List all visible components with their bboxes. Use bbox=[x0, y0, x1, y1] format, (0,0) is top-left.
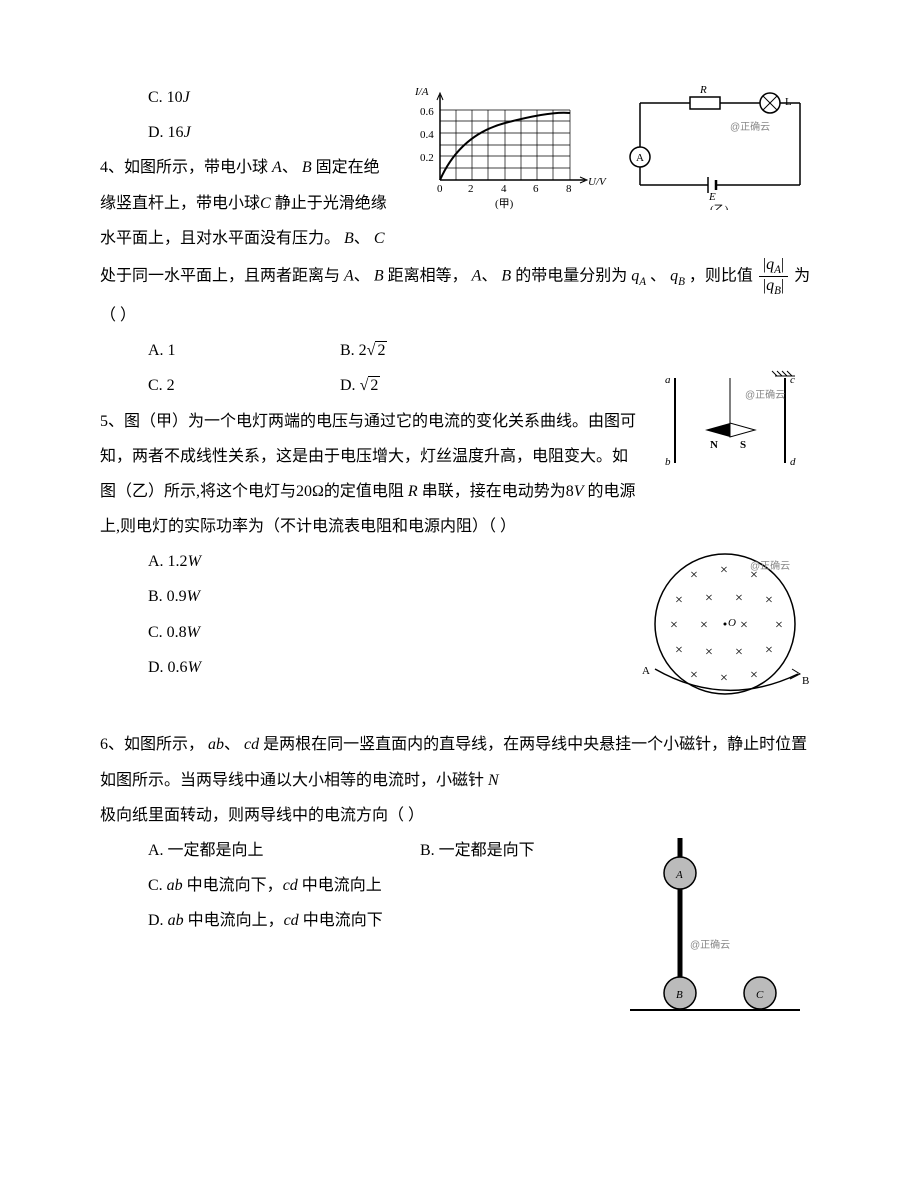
q6-options-row1: A. 一定都是向上 B. 一定都是向下 bbox=[100, 833, 620, 868]
svg-text:L: L bbox=[785, 96, 792, 108]
svg-text:C: C bbox=[756, 989, 764, 1001]
figure-circle-field: ××× ×××× ×××× ×××× ××× O A B @正确云 bbox=[630, 544, 820, 727]
svg-text:×: × bbox=[670, 618, 678, 633]
circuit-caption: (乙) bbox=[710, 203, 729, 210]
svg-text:B: B bbox=[676, 989, 683, 1001]
svg-text:4: 4 bbox=[501, 183, 507, 195]
svg-text:A: A bbox=[636, 152, 644, 164]
svg-text:×: × bbox=[735, 645, 743, 660]
svg-text:b: b bbox=[665, 456, 671, 468]
svg-text:×: × bbox=[765, 643, 773, 658]
svg-text:@正确云: @正确云 bbox=[745, 388, 785, 401]
svg-text:×: × bbox=[720, 671, 728, 686]
svg-text:d: d bbox=[790, 456, 796, 468]
svg-text:×: × bbox=[775, 618, 783, 633]
graph-ylabel: I/A bbox=[414, 86, 429, 98]
svg-text:@正确云: @正确云 bbox=[750, 559, 790, 572]
q4-option-d: D. √2 bbox=[340, 368, 532, 403]
svg-text:6: 6 bbox=[533, 183, 539, 195]
svg-text:2: 2 bbox=[468, 183, 474, 195]
svg-text:0.4: 0.4 bbox=[420, 129, 434, 141]
svg-text:×: × bbox=[675, 593, 683, 608]
svg-text:×: × bbox=[720, 563, 728, 578]
svg-text:0: 0 bbox=[437, 183, 443, 195]
svg-text:×: × bbox=[675, 643, 683, 658]
svg-text:×: × bbox=[705, 591, 713, 606]
svg-text:S: S bbox=[740, 439, 746, 451]
svg-text:8: 8 bbox=[566, 183, 572, 195]
svg-text:a: a bbox=[665, 374, 671, 386]
graph-caption: (甲) bbox=[495, 198, 514, 210]
svg-text:E: E bbox=[708, 191, 716, 203]
svg-text:×: × bbox=[690, 568, 698, 583]
q6-option-a: A. 一定都是向上 bbox=[148, 833, 420, 868]
graph-xlabel: U/V bbox=[588, 176, 607, 188]
q4-option-a: A. 1 bbox=[148, 333, 340, 368]
fraction-qa-over-qb: |qA| |qB| bbox=[759, 256, 788, 298]
svg-text:N: N bbox=[710, 439, 718, 451]
svg-text:×: × bbox=[740, 618, 748, 633]
q4-option-b: B. 2√2 bbox=[340, 333, 532, 368]
svg-text:B: B bbox=[802, 675, 809, 687]
svg-text:O: O bbox=[728, 617, 736, 629]
svg-text:0.6: 0.6 bbox=[420, 106, 434, 118]
svg-text:@正确云: @正确云 bbox=[730, 120, 770, 133]
q4-option-c: C. 2 bbox=[148, 368, 340, 403]
figure-q5-graph-circuit: I/A 0.6 0.4 0.2 0 2 4 6 8 U/V (甲) R L bbox=[400, 80, 820, 223]
svg-text:A: A bbox=[675, 869, 683, 881]
svg-text:R: R bbox=[699, 84, 707, 96]
svg-text:×: × bbox=[750, 668, 758, 683]
svg-text:A: A bbox=[642, 665, 650, 677]
q4-options-row2: C. 2 D. √2 bbox=[100, 368, 640, 403]
svg-text:×: × bbox=[765, 593, 773, 608]
q6-stem: 6、如图所示， ab、 cd 是两根在同一竖直面内的直导线，在两导线中央悬挂一个… bbox=[100, 727, 820, 833]
svg-text:@正确云: @正确云 bbox=[690, 938, 730, 951]
svg-text:×: × bbox=[700, 618, 708, 633]
svg-text:×: × bbox=[690, 668, 698, 683]
figure-q4-balls: A B C @正确云 bbox=[630, 833, 800, 1066]
svg-text:×: × bbox=[705, 645, 713, 660]
svg-text:×: × bbox=[735, 591, 743, 606]
figure-q6-wires: a b c d N S @正确云 bbox=[650, 368, 820, 491]
q6-option-b: B. 一定都是向下 bbox=[420, 833, 535, 868]
q4-options-row1: A. 1 B. 2√2 bbox=[100, 333, 820, 368]
svg-text:0.2: 0.2 bbox=[420, 152, 434, 164]
